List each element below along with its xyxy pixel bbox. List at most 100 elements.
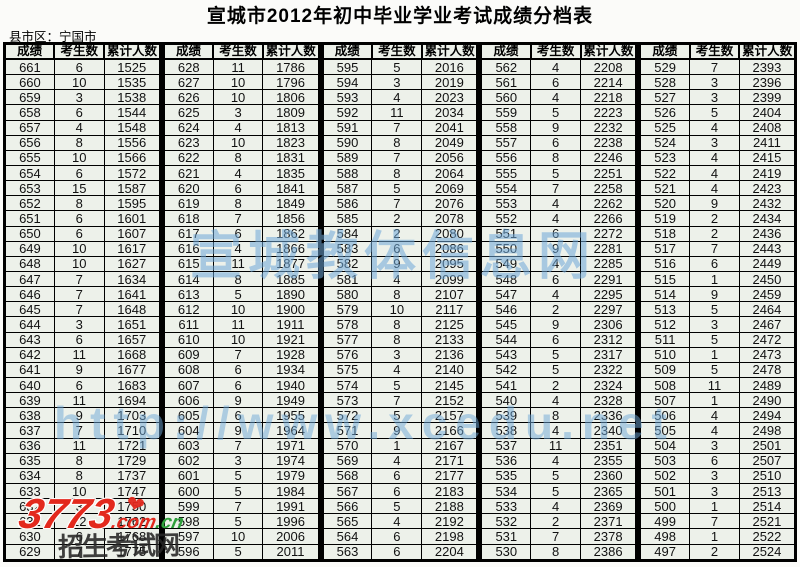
- score-cell: 526: [639, 104, 691, 121]
- column-header: 累计人数: [420, 42, 479, 60]
- table-row: 498 1 2522: [639, 528, 796, 545]
- table-row: 529 7 2393: [639, 58, 796, 76]
- count-cell: 4: [689, 165, 740, 182]
- cumulative-cell: 1775: [103, 543, 161, 562]
- count-cell: 6: [53, 376, 105, 394]
- cumulative-cell: 2467: [738, 316, 796, 333]
- count-cell: 15: [53, 180, 105, 197]
- score-cell: 539: [480, 407, 532, 424]
- table-row: 558 9 2232: [480, 119, 638, 136]
- table-row: 556 8 2246: [480, 149, 638, 167]
- count-cell: 7: [371, 392, 423, 409]
- score-cell: 523: [639, 149, 691, 167]
- count-cell: 8: [53, 452, 105, 469]
- table-row: 519 2 2434: [639, 210, 796, 227]
- cumulative-cell: 1949: [262, 392, 320, 409]
- count-cell: 9: [212, 422, 264, 439]
- table-row: 521 4 2423: [639, 180, 796, 197]
- table-row: 560 4 2218: [480, 89, 638, 106]
- score-cell: 648: [4, 255, 55, 273]
- table-row: 590 8 2049: [321, 134, 479, 151]
- cumulative-cell: 2478: [738, 361, 796, 379]
- table-row: 513 5 2464: [639, 301, 796, 318]
- score-cell: 604: [162, 422, 214, 439]
- score-cell: 643: [4, 331, 55, 348]
- count-cell: 4: [530, 89, 582, 106]
- score-cell: 582: [321, 255, 373, 273]
- table-row: 656 8 1556: [4, 134, 161, 151]
- cumulative-cell: 2322: [580, 361, 638, 379]
- count-cell: 7: [371, 119, 423, 136]
- table-row: 583 6 2086: [321, 240, 479, 257]
- cumulative-cell: 2522: [738, 528, 796, 545]
- cumulative-cell: 2423: [738, 180, 796, 197]
- count-cell: 5: [689, 331, 740, 348]
- score-cell: 593: [321, 89, 373, 106]
- score-cell: 631: [4, 513, 55, 530]
- count-cell: 4: [530, 422, 582, 439]
- table-row: 536 4 2355: [480, 452, 638, 469]
- table-row: 605 6 1955: [162, 407, 320, 424]
- table-row: 542 5 2322: [480, 361, 638, 379]
- table-row: 613 5 1890: [162, 286, 320, 303]
- table-row: 631 12 1762: [4, 513, 161, 530]
- score-cell: 528: [639, 74, 691, 91]
- count-cell: 10: [53, 74, 105, 91]
- count-cell: 9: [53, 361, 105, 379]
- header-row: 成绩 考生数 累计人数: [321, 42, 479, 60]
- count-cell: 7: [689, 513, 740, 530]
- cumulative-cell: 2192: [421, 513, 479, 530]
- table-row: 541 2 2324: [480, 376, 638, 394]
- cumulative-cell: 1979: [262, 467, 320, 484]
- score-cell: 577: [321, 331, 373, 348]
- table-row: 633 10 1747: [4, 482, 161, 500]
- table-row: 584 2 2080: [321, 225, 479, 242]
- cumulative-cell: 1885: [262, 271, 320, 288]
- cumulative-cell: 1694: [103, 392, 161, 409]
- score-cell: 502: [639, 467, 691, 484]
- table-row: 546 2 2297: [480, 301, 638, 318]
- score-cell: 640: [4, 376, 55, 394]
- score-cell: 497: [639, 543, 691, 562]
- table-row: 655 10 1566: [4, 149, 161, 167]
- count-cell: 6: [212, 180, 264, 197]
- count-cell: 4: [689, 180, 740, 197]
- table-row: 606 9 1949: [162, 392, 320, 409]
- table-row: 603 7 1971: [162, 437, 320, 454]
- table-row: 554 7 2258: [480, 180, 638, 197]
- score-cell: 653: [4, 180, 55, 197]
- cumulative-cell: 2167: [421, 437, 479, 454]
- score-cell: 500: [639, 498, 691, 515]
- header-row: 成绩 考生数 累计人数: [162, 42, 321, 60]
- cumulative-cell: 2183: [421, 482, 479, 500]
- count-cell: 4: [530, 286, 582, 303]
- score-cell: 501: [639, 482, 691, 500]
- count-cell: 5: [371, 407, 423, 424]
- count-cell: 5: [689, 361, 740, 379]
- cumulative-cell: 1974: [262, 452, 320, 469]
- count-cell: 4: [689, 149, 740, 167]
- cumulative-cell: 1955: [262, 407, 320, 424]
- score-cell: 560: [480, 89, 532, 106]
- count-cell: 4: [530, 392, 582, 409]
- score-cell: 563: [321, 543, 373, 562]
- score-cell: 617: [162, 225, 214, 242]
- table-row: 570 1 2167: [321, 437, 479, 454]
- count-cell: 11: [371, 104, 423, 121]
- score-cell: 531: [480, 528, 532, 545]
- score-cell: 620: [162, 180, 214, 197]
- cumulative-cell: 2393: [738, 58, 796, 76]
- cumulative-cell: 2152: [421, 392, 479, 409]
- score-cell: 557: [480, 134, 532, 151]
- cumulative-cell: 2238: [580, 134, 638, 151]
- count-cell: 4: [530, 210, 582, 227]
- count-cell: 6: [212, 407, 264, 424]
- table-row: 525 4 2408: [639, 119, 796, 136]
- cumulative-cell: 2034: [421, 104, 479, 121]
- cumulative-cell: 2411: [738, 134, 796, 151]
- count-cell: 3: [53, 316, 105, 333]
- table-row: 566 5 2188: [321, 498, 479, 515]
- cumulative-cell: 2232: [580, 119, 638, 136]
- score-cell: 632: [4, 498, 55, 515]
- cumulative-cell: 2404: [738, 104, 796, 121]
